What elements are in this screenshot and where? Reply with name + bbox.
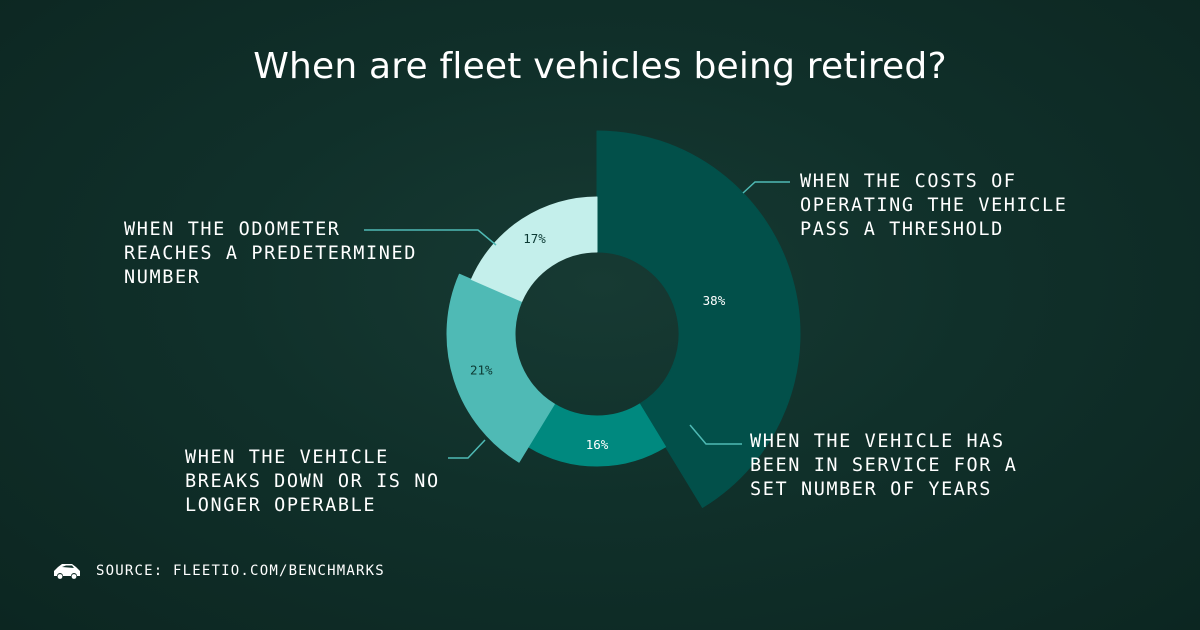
slice-label-breakdown: WHEN THE VEHICLE BREAKS DOWN OR IS NO LO… [185, 447, 440, 516]
slice-years [527, 403, 667, 467]
value-label-odometer: 17% [523, 231, 546, 246]
donut-slices [446, 130, 801, 508]
fleet-car-icon [54, 564, 80, 579]
value-label-costs: 38% [703, 293, 726, 308]
leader-costs [742, 181, 790, 194]
source-text: SOURCE: FLEETIO.COM/BENCHMARKS [96, 563, 385, 579]
leader-breakdown [448, 439, 486, 459]
slice-odometer [470, 196, 598, 302]
value-labels: 38% 16% 21% 17% [470, 231, 726, 452]
leader-years [689, 424, 742, 445]
slice-label-odometer: WHEN THE ODOMETER REACHES A PREDETERMINE… [124, 219, 417, 288]
slice-label-years: WHEN THE VEHICLE HAS BEEN IN SERVICE FOR… [750, 431, 1018, 500]
leader-lines [364, 181, 790, 459]
leader-odometer [364, 229, 497, 246]
slice-label-costs: WHEN THE COSTS OF OPERATING THE VEHICLE … [800, 171, 1068, 240]
slice-costs [596, 130, 801, 508]
slice-breakdown [446, 273, 555, 463]
source-footer: SOURCE: FLEETIO.COM/BENCHMARKS [52, 562, 385, 580]
chart-title: When are fleet vehicles being retired? [253, 46, 947, 87]
value-label-years: 16% [586, 437, 609, 452]
value-label-breakdown: 21% [470, 363, 493, 378]
